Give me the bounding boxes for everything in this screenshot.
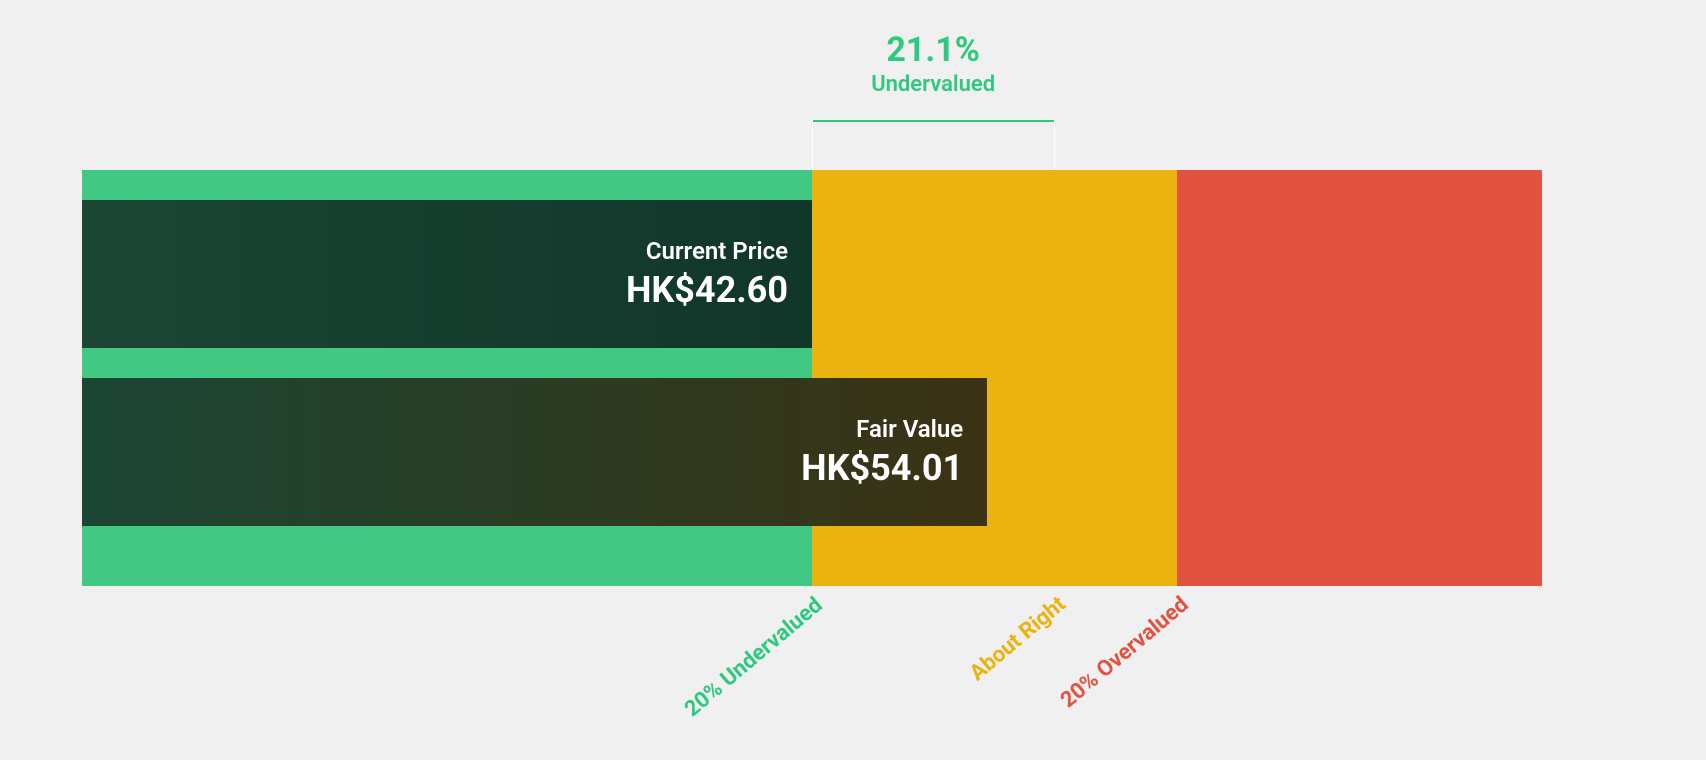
valuation-status-label: Undervalued bbox=[871, 72, 995, 97]
valuation-header: 21.1% Undervalued bbox=[871, 30, 995, 97]
zone-label-overvalued: 20% Overvalued bbox=[1056, 592, 1193, 713]
fair-value-bar: Fair Value HK$54.01 bbox=[82, 378, 987, 526]
valuation-percent: 21.1% bbox=[871, 30, 995, 70]
fair-value-label: Fair Value bbox=[856, 415, 963, 443]
zone-label-about-right: About Right bbox=[965, 592, 1071, 686]
current-price-value: HK$42.60 bbox=[626, 269, 788, 311]
valuation-bracket bbox=[812, 120, 1054, 122]
fair-value-value: HK$54.01 bbox=[801, 447, 963, 489]
valuation-chart: 21.1% Undervalued Current Price HK$42.60… bbox=[0, 0, 1706, 760]
zone-overvalued bbox=[1177, 170, 1542, 586]
zone-label-undervalued: 20% Undervalued bbox=[680, 592, 827, 721]
current-price-label: Current Price bbox=[646, 237, 788, 265]
current-price-bar: Current Price HK$42.60 bbox=[82, 200, 812, 348]
